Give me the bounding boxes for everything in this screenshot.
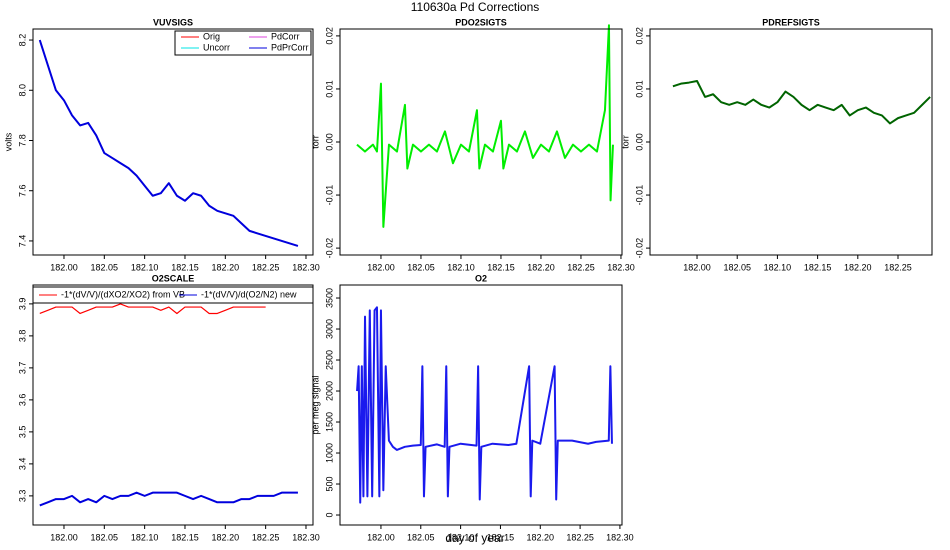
series-line [672,79,931,125]
x-tick-label: 182.25 [566,532,594,542]
plot-box [649,28,933,256]
y-axis-label: per meg signal [310,375,320,434]
x-tick-label: 182.25 [252,262,280,272]
x-tick-label: 182.20 [212,532,240,542]
panel-title: O2SCALE [152,273,195,283]
x-tick-label: 182.15 [171,532,199,542]
x-tick-label: 182.00 [367,532,395,542]
figure-title: 110630a Pd Corrections [411,0,540,14]
y-tick-label: 3.8 [17,330,27,343]
x-tick-label: 182.20 [844,262,872,272]
y-tick-label: -0.02 [634,238,644,259]
x-tick-label: 182.10 [131,532,159,542]
y-axis-label: volts [3,132,13,151]
series-line [39,39,299,247]
x-tick-label: 182.10 [131,262,159,272]
series-line [38,39,299,247]
y-tick-label: 0.02 [634,27,644,45]
series-line [39,303,266,315]
y-axis-label: torr [620,135,630,149]
plot-box [32,284,314,526]
y-tick-label: 8.2 [17,34,27,47]
y-tick-label: 0.02 [324,27,334,45]
legend-label: Uncorr [203,42,230,52]
x-tick-label: 182.25 [252,532,280,542]
y-tick-label: 3.3 [17,490,27,503]
legend-box [32,286,314,304]
y-tick-label: 3.4 [17,458,27,471]
plot-box [32,28,314,256]
y-tick-label: -0.01 [324,185,334,206]
x-tick-label: 182.25 [567,262,595,272]
y-tick-label: 7.6 [17,184,27,197]
x-tick-label: 182.00 [683,262,711,272]
y-tick-label: 3.6 [17,394,27,407]
y-tick-label: 2000 [324,381,334,401]
x-tick-label: 182.30 [607,262,635,272]
x-tick-label: 182.10 [764,262,792,272]
panel-title: VUVSIGS [153,17,193,27]
x-axis-label: day of year [445,531,504,545]
legend-box [174,30,312,56]
y-tick-label: 1500 [324,412,334,432]
y-tick-label: 0.01 [634,80,644,98]
series-line [356,306,613,504]
y-tick-label: 0.00 [634,133,644,151]
panel-title: PDREFSIGTS [762,17,820,27]
legend-label: Orig [203,31,220,41]
y-tick-label: -0.02 [324,238,334,259]
y-tick-label: 3.7 [17,362,27,375]
y-tick-label: 3.5 [17,426,27,439]
y-tick-label: 7.8 [17,134,27,147]
x-tick-label: 182.00 [50,262,78,272]
y-tick-label: 1000 [324,443,334,463]
plot-box [339,28,623,256]
series-line [39,491,298,507]
x-tick-label: 182.30 [606,532,634,542]
x-tick-label: 182.15 [487,262,515,272]
plot-box [339,284,623,526]
legend-label: PdCorr [271,31,300,41]
series-line [356,24,614,228]
x-tick-label: 182.05 [407,532,435,542]
x-tick-label: 182.15 [804,262,832,272]
x-tick-label: 182.20 [527,262,555,272]
x-tick-label: 182.15 [487,532,515,542]
legend-label: -1*(dV/V)/(dXO2/XO2) from VB [61,289,185,299]
y-tick-label: 0 [324,513,334,518]
y-tick-label: 0.01 [324,80,334,98]
y-tick-label: 500 [324,477,334,492]
panel-title: O2 [475,273,487,283]
x-tick-label: 182.10 [447,532,475,542]
x-tick-label: 182.00 [367,262,395,272]
y-tick-label: 7.4 [17,235,27,248]
x-tick-label: 182.10 [447,262,475,272]
x-tick-label: 182.20 [527,532,555,542]
legend-label: -1*(dV/V)/d(O2/N2) new [201,289,297,299]
x-tick-label: 182.15 [171,262,199,272]
y-tick-label: 8.0 [17,84,27,97]
x-tick-label: 182.20 [212,262,240,272]
legend-label: PdPrCorr [271,42,309,52]
x-tick-label: 182.30 [292,532,320,542]
series-line [39,39,299,247]
y-axis-label: torr [310,135,320,149]
y-tick-label: 3.9 [17,298,27,311]
panel-title: PDO2SIGTS [455,17,507,27]
series-line [39,39,299,247]
x-tick-label: 182.05 [91,532,119,542]
x-tick-label: 182.25 [884,262,912,272]
y-tick-label: 3500 [324,288,334,308]
x-tick-label: 182.05 [407,262,435,272]
y-tick-label: 0.00 [324,133,334,151]
y-tick-label: 2500 [324,350,334,370]
x-tick-label: 182.05 [723,262,751,272]
x-tick-label: 182.30 [292,262,320,272]
y-tick-label: 3000 [324,319,334,339]
y-tick-label: -0.01 [634,185,644,206]
x-tick-label: 182.05 [91,262,119,272]
x-tick-label: 182.00 [50,532,78,542]
